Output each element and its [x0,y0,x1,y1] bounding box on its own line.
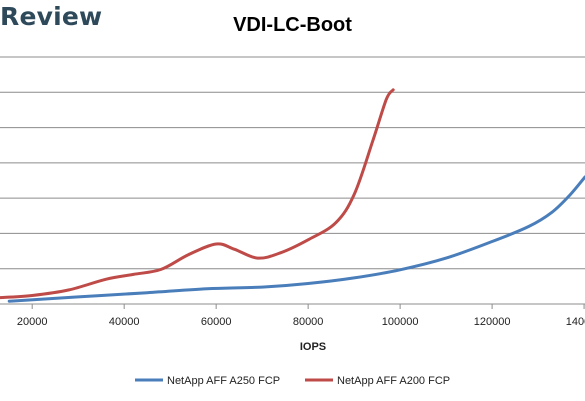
legend-label-0: NetApp AFF A250 FCP [167,375,280,387]
x-tick-label-3: 80000 [293,316,324,328]
x-tick-label-1: 40000 [109,316,140,328]
series-line-1 [0,88,395,300]
x-axis-title: IOPS [300,341,326,353]
series-line-0 [7,175,585,303]
chart-title: VDI-LC-Boot [233,14,352,36]
brand-logo: Review [0,2,103,31]
x-tick-label-2: 60000 [201,316,232,328]
x-tick-label-5: 120000 [474,316,511,328]
legend-label-1: NetApp AFF A200 FCP [337,375,450,387]
x-tick-label-6: 140000 [566,316,585,328]
x-tick-label-0: 20000 [17,316,48,328]
x-tick-label-4: 100000 [382,316,419,328]
